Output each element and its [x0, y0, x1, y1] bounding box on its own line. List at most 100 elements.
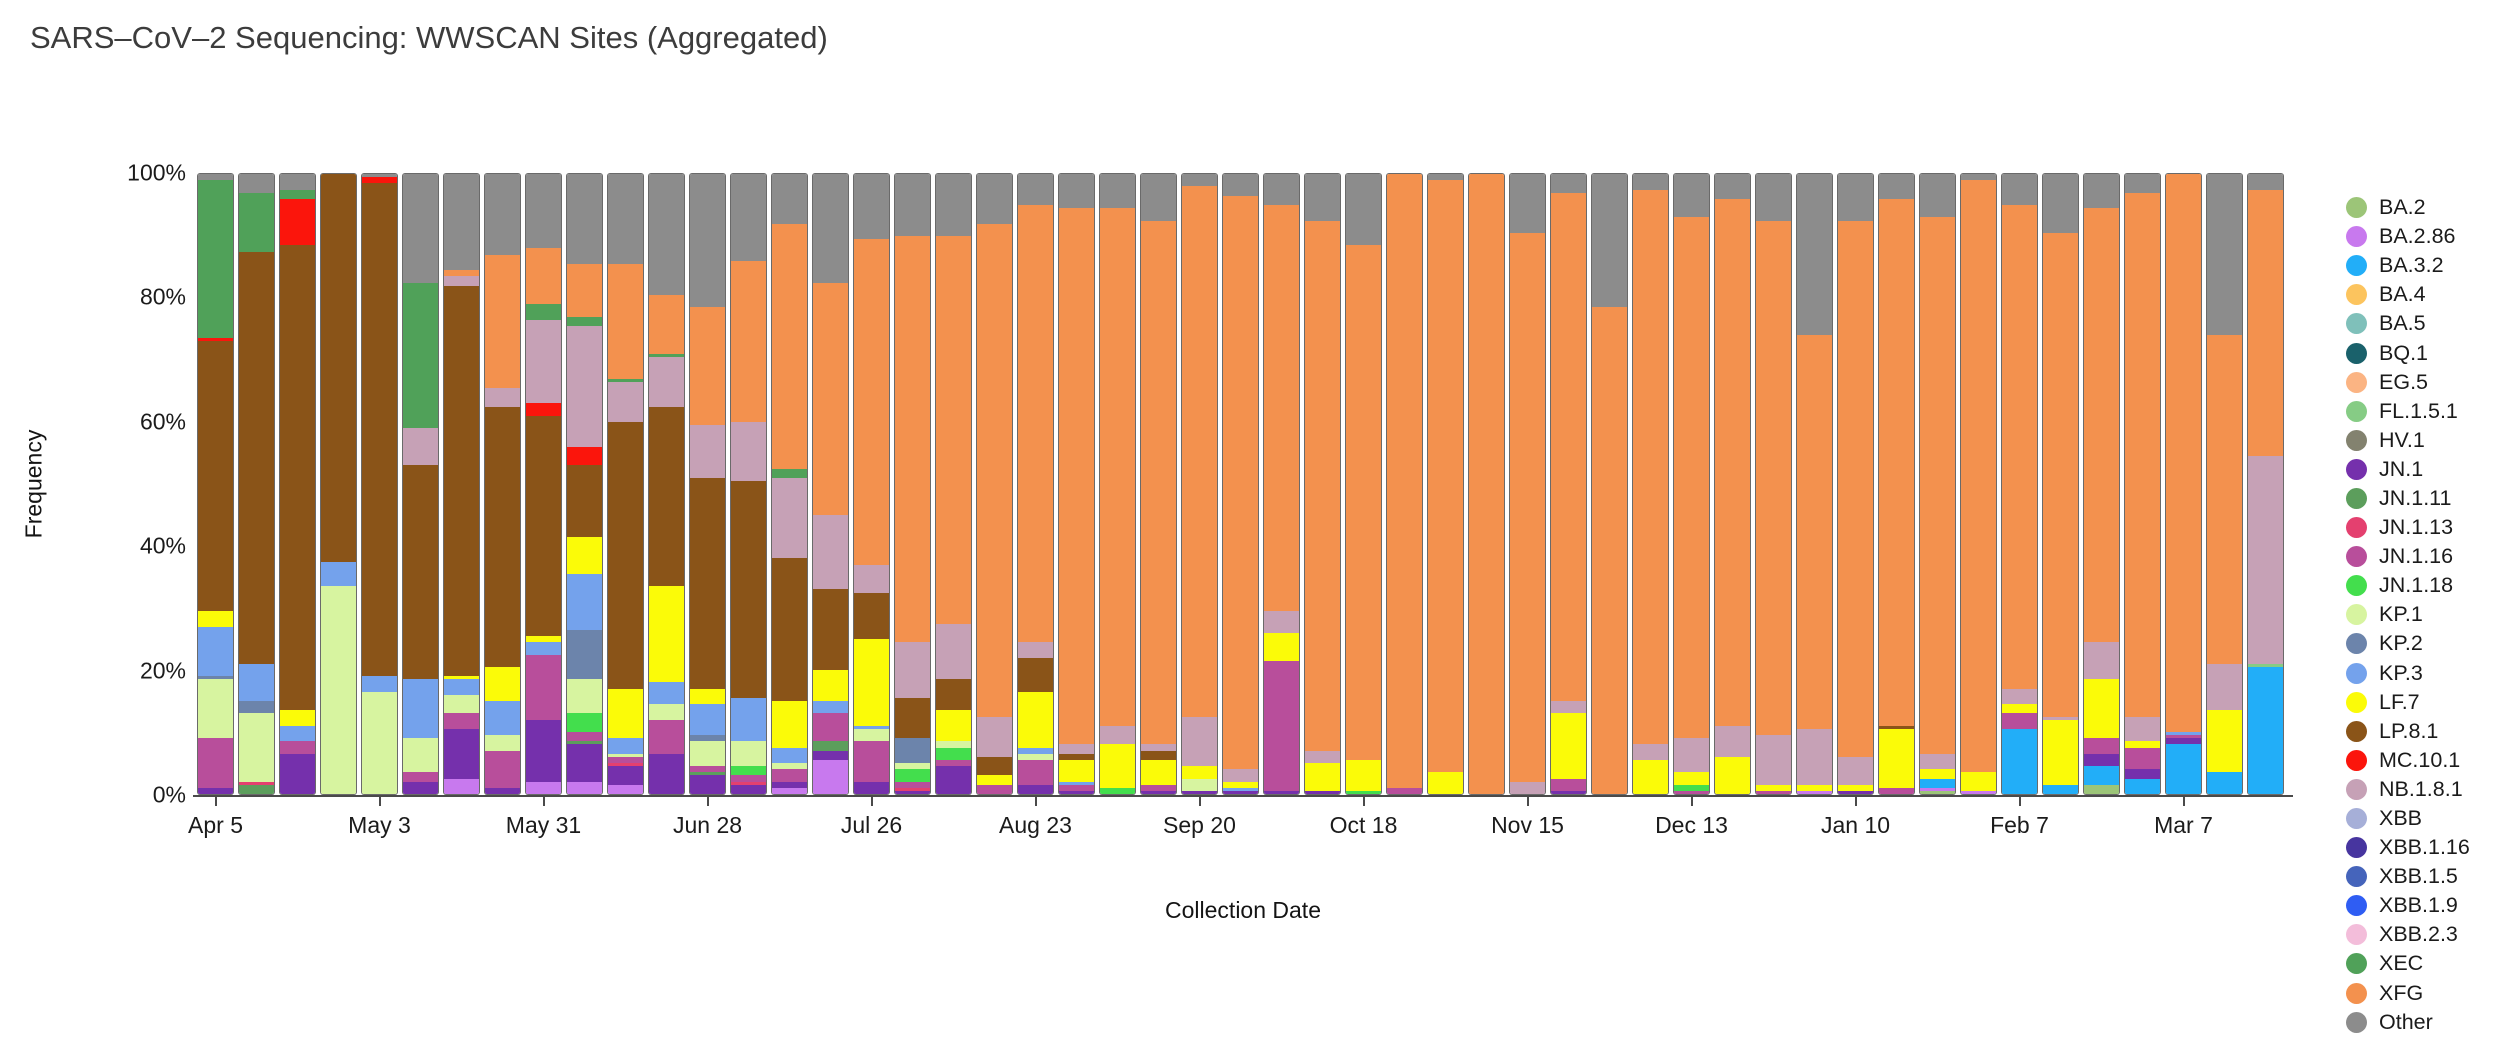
bar-segment [1715, 756, 1750, 794]
y-tick-label: 80% [139, 283, 186, 310]
bar-segment [321, 586, 356, 794]
bar-segment [567, 781, 602, 794]
bar-segment [649, 719, 684, 754]
bar-segment [1920, 778, 1955, 788]
bar-segment [1920, 769, 1955, 779]
bar-segment [1305, 763, 1340, 791]
legend-swatch-icon [2346, 197, 2367, 219]
bar-segment [690, 425, 725, 478]
bar-segment [1961, 790, 1996, 794]
legend-label: XBB.1.5 [2379, 864, 2458, 889]
bar-segment [649, 586, 684, 683]
bar-segment [239, 781, 274, 785]
legend-label: JN.1.13 [2379, 515, 2454, 540]
x-tick-mark [378, 797, 381, 806]
bar [566, 173, 603, 795]
legend-item: XBB.2.3 [2346, 920, 2470, 949]
bar-segment [895, 738, 930, 764]
x-tick-mark [1854, 797, 1857, 806]
legend-swatch-icon [2346, 924, 2367, 946]
bar-segment [567, 536, 602, 574]
bar-segment [1264, 174, 1299, 206]
bar-segment [608, 174, 643, 264]
bar-segment [2207, 663, 2242, 711]
y-axis-title: Frequency [20, 429, 47, 539]
bar-segment [1879, 725, 1914, 729]
bar-segment [485, 254, 520, 388]
bar-segment [1756, 220, 1791, 736]
bar-segment [977, 775, 1012, 785]
bar [853, 173, 890, 795]
bar-segment [690, 307, 725, 426]
bar-segment [1797, 790, 1832, 794]
bar-segment [1018, 747, 1053, 754]
bar [894, 173, 931, 795]
bar-segment [362, 183, 397, 677]
bar-segment [2043, 232, 2078, 717]
bar [1058, 173, 1095, 795]
bar-segment [1879, 198, 1914, 726]
bar-segment [403, 465, 438, 680]
bar-segment [1674, 772, 1709, 785]
x-tick-mark [1362, 797, 1365, 806]
bar-segment [2125, 747, 2160, 770]
legend-item: BA.3.2 [2346, 251, 2470, 280]
legend-label: BA.3.2 [2379, 253, 2444, 278]
bar-segment [1059, 781, 1094, 785]
bar-segment [239, 663, 274, 702]
bar-segment [485, 701, 520, 736]
bar-segment [690, 688, 725, 705]
bar-segment [1305, 174, 1340, 221]
bar-segment [649, 753, 684, 794]
bar-segment [1551, 701, 1586, 714]
bar-segment [444, 713, 479, 729]
bar-segment [772, 781, 807, 788]
bar-segment [1018, 642, 1053, 658]
bar-segment [1223, 781, 1258, 788]
bar [1550, 173, 1587, 795]
legend-item: XBB [2346, 804, 2470, 833]
bar-segment [2125, 769, 2160, 779]
legend-label: BA.2 [2379, 195, 2426, 220]
bar-segment [1346, 174, 1381, 246]
bar-segment [2002, 205, 2037, 689]
bar-segment [895, 790, 930, 794]
legend-label: XBB.1.9 [2379, 893, 2458, 918]
bar-segment [854, 239, 889, 565]
x-tick-label: Dec 13 [1655, 812, 1728, 838]
bar-segment [1264, 205, 1299, 612]
legend: BA.2 BA.2.86 BA.3.2 BA.4 BA.5 BQ.1 EG.5 FL.1.5.… [2346, 193, 2470, 1037]
bar-segment [690, 775, 725, 794]
bar-segment [362, 177, 397, 184]
bar-segment [936, 174, 971, 237]
bar-segment [1141, 220, 1176, 745]
bar-segment [772, 558, 807, 702]
bar-segment [280, 710, 315, 726]
legend-swatch-icon [2346, 808, 2367, 830]
bar-segment [1838, 220, 1873, 757]
legend-label: XBB.2.3 [2379, 922, 2458, 947]
bar-segment [649, 174, 684, 295]
legend-label: BA.5 [2379, 311, 2426, 336]
bar-segment [731, 766, 766, 776]
bar-segment [2084, 174, 2119, 209]
legend-label: BA.4 [2379, 282, 2426, 307]
bar-segment [772, 763, 807, 770]
bar-segment [854, 639, 889, 726]
bar-segment [690, 174, 725, 308]
legend-swatch-icon [2346, 749, 2367, 771]
legend-label: XBB [2379, 806, 2423, 831]
x-tick-label: Mar 7 [2154, 812, 2213, 838]
legend-label: MC.10.1 [2379, 747, 2461, 772]
bar-segment [567, 446, 602, 466]
bar-segment [1305, 220, 1340, 751]
bar [484, 173, 521, 795]
bar-segment [1141, 759, 1176, 785]
bar-segment [813, 701, 848, 714]
bar-segment [444, 778, 479, 794]
bar-segment [1715, 174, 1750, 199]
bar-segment [1592, 174, 1627, 308]
bar-segment [854, 174, 889, 240]
bar [402, 173, 439, 795]
legend-item: BA.2.86 [2346, 222, 2470, 251]
